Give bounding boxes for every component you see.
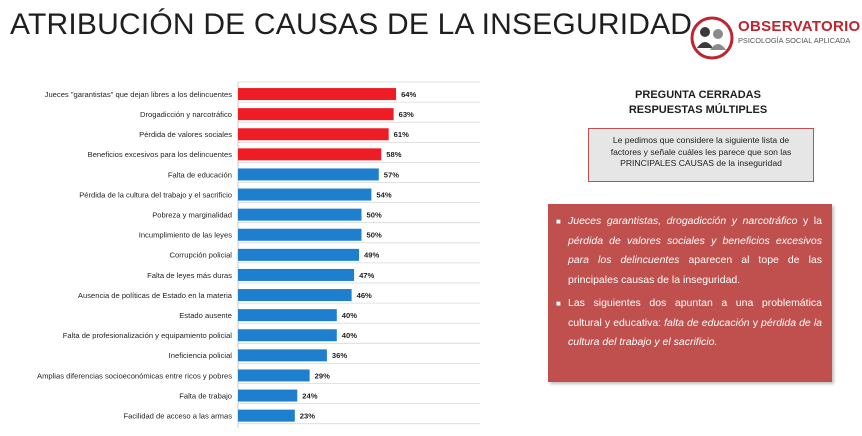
question-title-line1: PREGUNTA CERRADAS — [635, 89, 761, 101]
bullet-icon: ■ — [556, 217, 561, 226]
bar — [238, 128, 389, 141]
category-label: Ausencia de políticas de Estado en la ma… — [78, 291, 233, 300]
bar — [238, 349, 327, 362]
finding-2-highlight: falta de educación — [664, 316, 750, 329]
findings-panel: ■ Jueces garantistas, drogadicción y nar… — [548, 204, 832, 382]
question-title-line2: RESPUESTAS MÚLTIPLES — [628, 104, 768, 116]
bar — [238, 309, 337, 322]
category-label: Falta de leyes más duras — [147, 271, 232, 280]
bar — [238, 168, 379, 181]
bar — [238, 329, 337, 342]
category-label: Falta de trabajo — [179, 391, 232, 400]
finding-2-highlight-2: pérdida de la cultura del trabajo y el s… — [568, 316, 823, 349]
page-title: ATRIBUCIÓN DE CAUSAS DE LA INSEGURIDAD — [10, 8, 693, 41]
finding-1: ■ Jueces garantistas, drogadicción y nar… — [556, 212, 822, 290]
finding-1-highlight: Jueces garantistas, drogadicción y narco… — [568, 215, 798, 227]
data-label: 54% — [376, 190, 391, 199]
data-label: 46% — [357, 291, 372, 300]
bar — [238, 88, 397, 101]
question-title: PREGUNTA CERRADAS RESPUESTAS MÚLTIPLES — [588, 88, 808, 118]
data-label: 57% — [384, 170, 399, 179]
finding-2-text-b: y — [749, 316, 762, 329]
data-label: 40% — [342, 331, 357, 340]
logo: OBSERVATORIO PSICOLOGÍA SOCIAL APLICADA — [688, 12, 860, 62]
bar — [238, 409, 295, 422]
bullet-icon: ■ — [556, 299, 561, 308]
logo-subtitle: PSICOLOGÍA SOCIAL APLICADA — [738, 36, 851, 45]
finding-1-text-a: y la — [797, 215, 822, 227]
bar — [238, 148, 382, 161]
data-label: 47% — [359, 271, 374, 280]
category-label: Beneficios excesivos para los delincuent… — [88, 150, 233, 159]
category-label: Amplias diferencias socioeconómicas entr… — [37, 371, 232, 380]
data-label: 36% — [332, 351, 347, 360]
data-label: 49% — [364, 251, 379, 260]
data-label: 63% — [399, 110, 414, 119]
data-label: 64% — [401, 90, 416, 99]
data-label: 58% — [386, 150, 401, 159]
data-label: 50% — [367, 231, 382, 240]
bar — [238, 369, 310, 382]
bar — [238, 248, 360, 261]
data-label: 50% — [367, 210, 382, 219]
bar — [238, 289, 352, 302]
logo-brand: OBSERVATORIO — [738, 18, 861, 35]
category-label: Incumplimiento de las leyes — [139, 231, 232, 240]
bar — [238, 108, 394, 121]
finding-2: ■ Las siguientes dos apuntan a una probl… — [556, 294, 822, 353]
category-label: Facilidad de acceso a las armas — [124, 411, 233, 420]
category-label: Falta de profesionalización y equipamien… — [63, 331, 233, 340]
category-label: Pobreza y marginalidad — [152, 210, 232, 219]
logo-icon — [690, 16, 734, 60]
bar — [238, 208, 362, 221]
data-label: 40% — [342, 311, 357, 320]
category-label: Pérdida de valores sociales — [139, 130, 232, 139]
category-label: Falta de educación — [168, 170, 232, 179]
data-label: 23% — [300, 411, 315, 420]
question-box: Le pedimos que considere la siguiente li… — [588, 128, 814, 182]
finding-2-text-a: Las siguientes dos apuntan a una problem… — [568, 297, 822, 329]
category-label: Pérdida de la cultura del trabajo y el s… — [79, 190, 232, 199]
finding-1-text-b: aparecen al tope de las principales caus… — [568, 254, 822, 286]
category-label: Drogadicción y narcotráfico — [140, 110, 232, 119]
data-label: 61% — [394, 130, 409, 139]
category-label: Corrupción policial — [170, 251, 233, 260]
bar — [238, 188, 372, 201]
bar — [238, 389, 298, 402]
data-label: 29% — [315, 371, 330, 380]
finding-1-highlight-2: pérdida de valores sociales y beneficios… — [568, 234, 822, 267]
category-label: Estado ausente — [179, 311, 232, 320]
category-label: Ineficiencia policial — [169, 351, 233, 360]
data-label: 24% — [302, 391, 317, 400]
bar-chart: Jueces "garantistas" que dejan libres a … — [37, 81, 480, 428]
bar — [238, 228, 362, 241]
bar — [238, 268, 355, 281]
category-label: Jueces "garantistas" que dejan libres a … — [45, 90, 233, 99]
